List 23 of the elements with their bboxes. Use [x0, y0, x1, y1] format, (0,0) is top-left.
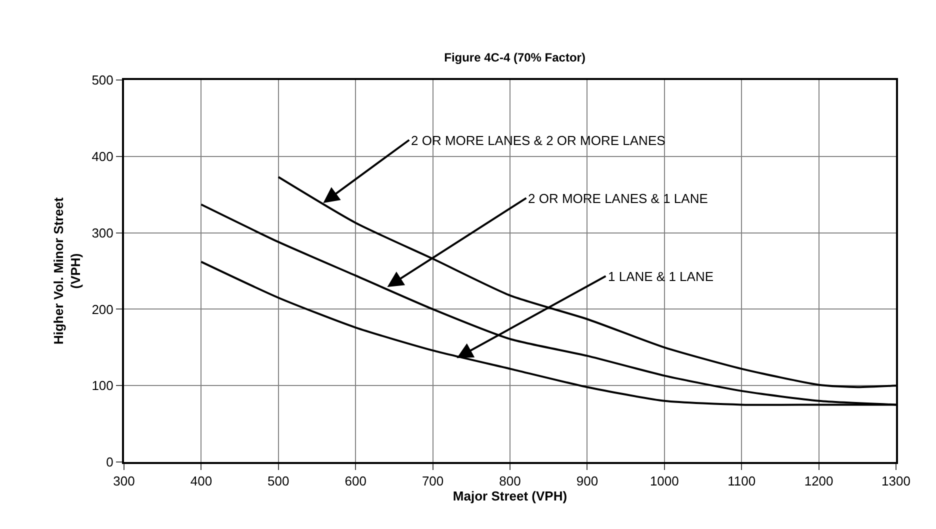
y-tick-label: 500: [92, 72, 114, 88]
x-tick-label: 500: [268, 474, 290, 489]
x-tick-label: 1100: [728, 474, 756, 489]
y-tick-label: 100: [92, 378, 114, 394]
y-tick-label: 0: [106, 454, 114, 470]
x-tick-label: 600: [344, 474, 366, 489]
x-tick-label: 400: [190, 474, 212, 489]
x-tick-label: 800: [499, 474, 521, 489]
x-tick-label: 1000: [650, 474, 679, 489]
y-tick-label: 400: [92, 148, 114, 164]
y-tick-label: 200: [92, 302, 114, 317]
annotation: 1 LANE & 1 LANE: [608, 269, 714, 284]
annotation: 2 OR MORE LANES & 2 OR MORE LANES: [411, 133, 666, 148]
y-tick-label: 300: [92, 225, 114, 240]
chart-title: Figure 4C-4 (70% Factor): [444, 50, 586, 64]
x-axis-title: Major Street (VPH): [452, 488, 568, 504]
annotation: 2 OR MORE LANES & 1 LANE: [528, 191, 708, 206]
x-tick-label: 300: [113, 474, 135, 489]
x-tick-label: 700: [422, 474, 444, 489]
y-axis-title: Higher Vol. Minor Street (VPH): [51, 196, 84, 345]
x-tick-label: 1200: [804, 474, 834, 489]
x-tick-label: 900: [576, 474, 598, 489]
x-tick-label: 1300: [882, 474, 910, 489]
